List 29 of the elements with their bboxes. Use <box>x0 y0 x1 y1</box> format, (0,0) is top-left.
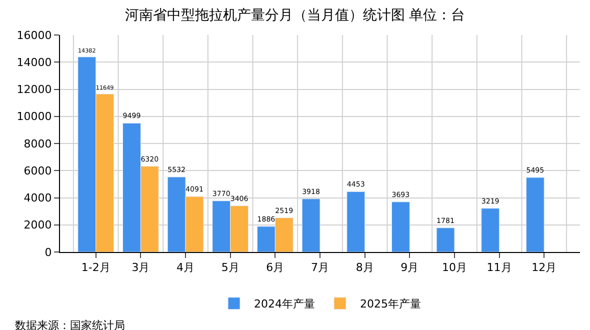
bar <box>391 202 410 252</box>
x-tick-label: 1-2月 <box>81 261 110 274</box>
chart-title: 河南省中型拖拉机产量分月（当月值）统计图 单位：台 <box>124 8 466 24</box>
y-tick-label: 4000 <box>24 192 52 205</box>
x-tick-label: 5月 <box>221 261 240 274</box>
x-tick-label: 12月 <box>532 261 557 274</box>
y-tick-label: 6000 <box>24 164 52 178</box>
bar <box>346 191 366 252</box>
y-tick-label: 8000 <box>24 137 52 150</box>
bar <box>302 198 320 252</box>
x-tick-label: 10月 <box>442 261 467 274</box>
x-tick-label: 3月 <box>132 261 150 274</box>
y-tick-label: 12000 <box>16 83 52 96</box>
bar <box>481 208 500 252</box>
x-tick-label: 6月 <box>266 261 284 274</box>
x-tick-label: 11月 <box>486 261 512 274</box>
x-tick-label: 9月 <box>400 261 419 274</box>
x-tick-label: 7月 <box>311 261 329 274</box>
y-tick-label: 0 <box>44 246 52 259</box>
x-tick-label: 4月 <box>176 261 195 274</box>
y-tick-label: 16000 <box>16 28 52 42</box>
legend-label: 2024年产量 <box>254 298 315 311</box>
y-tick-label: 14000 <box>16 56 52 69</box>
x-tick-label: 8月 <box>356 261 374 274</box>
y-tick-label: 10000 <box>16 110 52 124</box>
bar <box>436 228 455 252</box>
bar <box>526 177 544 252</box>
y-tick-label: 2000 <box>24 218 52 232</box>
legend-label: 2025年产量 <box>360 298 421 311</box>
